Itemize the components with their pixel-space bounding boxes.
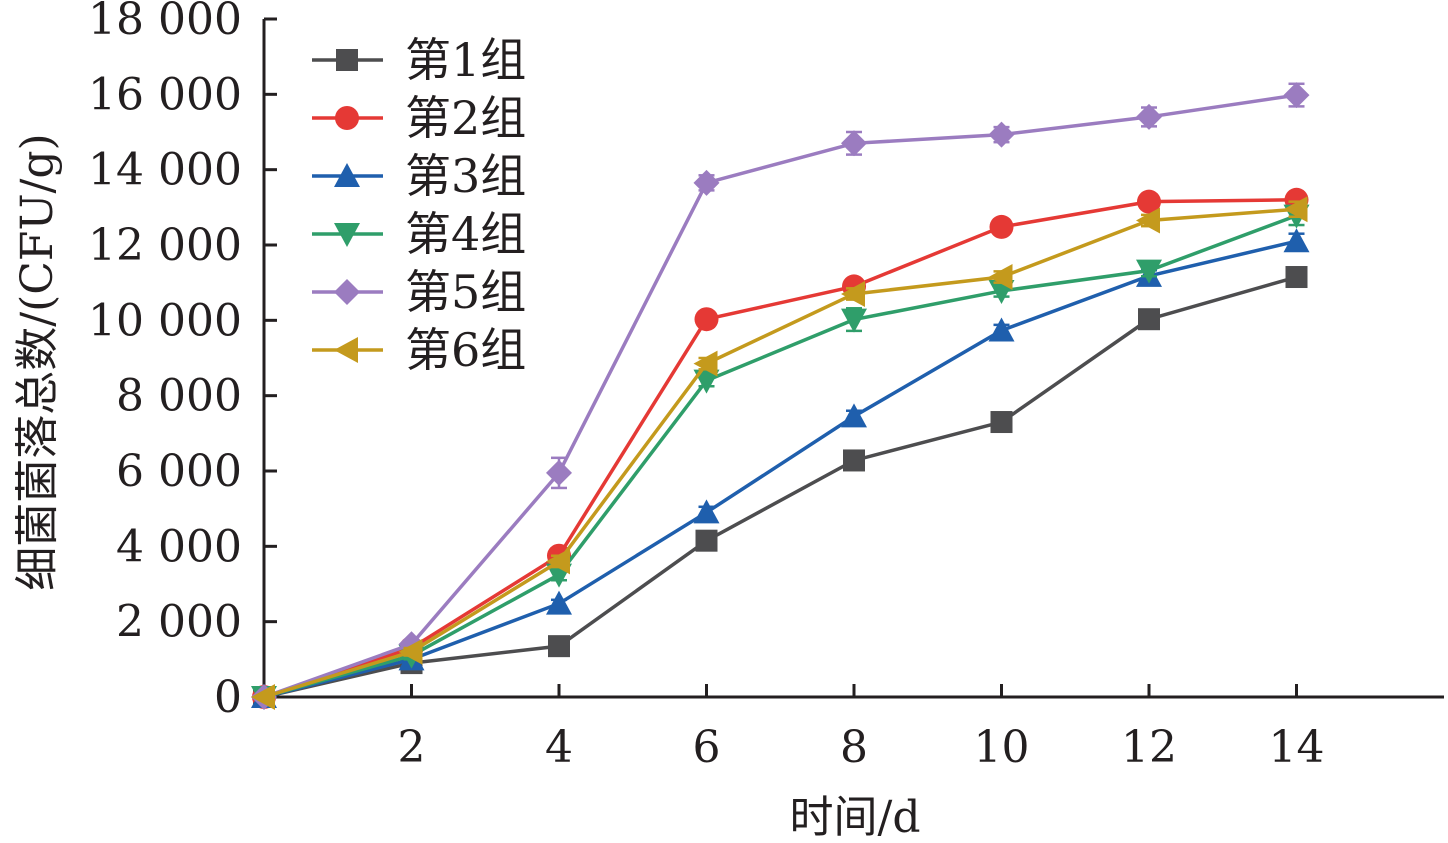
data-point xyxy=(841,130,867,157)
x-tick-label: 12 xyxy=(1121,722,1177,773)
data-point xyxy=(693,499,720,524)
legend-item: 第6组 xyxy=(312,323,526,377)
data-point xyxy=(1285,266,1308,289)
x-tick-label: 14 xyxy=(1269,722,1325,773)
y-tick-label: 16 000 xyxy=(88,69,242,120)
data-point xyxy=(693,369,720,394)
y-tick-label: 10 000 xyxy=(88,295,242,346)
data-point xyxy=(843,449,865,472)
legend-item: 第3组 xyxy=(312,149,526,203)
legend-label: 第6组 xyxy=(405,323,526,377)
legend-label: 第2组 xyxy=(405,91,526,145)
series-line xyxy=(263,198,1297,699)
legend-item: 第1组 xyxy=(312,33,526,87)
data-point xyxy=(841,403,867,428)
data-point xyxy=(1136,259,1162,284)
y-tick-label: 12 000 xyxy=(88,220,242,271)
data-point xyxy=(1136,103,1162,130)
legend-label: 第1组 xyxy=(405,33,526,87)
legend-marker xyxy=(334,163,360,187)
data-point xyxy=(548,635,570,658)
legend-item: 第2组 xyxy=(312,91,526,145)
y-tick-label: 6 000 xyxy=(116,446,242,497)
legend-marker xyxy=(334,337,358,363)
x-axis-ticks: 2 4 6 8 10 12 14 xyxy=(398,684,1325,773)
data-point xyxy=(988,317,1015,342)
data-point xyxy=(841,280,865,307)
data-point xyxy=(990,411,1013,434)
legend-marker xyxy=(335,106,359,130)
data-point xyxy=(695,529,718,552)
y-axis-title: 细菌菌落总数/(CFU/g) xyxy=(12,133,63,590)
data-point xyxy=(693,169,720,196)
y-tick-label: 2 000 xyxy=(116,597,242,648)
x-tick-label: 2 xyxy=(398,722,426,773)
x-tick-label: 6 xyxy=(693,722,721,773)
x-tick-label: 10 xyxy=(974,722,1030,773)
x-tick-label: 4 xyxy=(545,722,573,773)
data-point xyxy=(1137,189,1161,214)
data-point xyxy=(693,350,718,377)
legend-label: 第5组 xyxy=(405,265,526,319)
legend-label: 第3组 xyxy=(405,149,526,203)
data-point xyxy=(1283,196,1308,223)
series-line xyxy=(263,93,1297,699)
y-tick-label: 4 000 xyxy=(116,521,242,572)
data-point xyxy=(1136,207,1160,234)
y-tick-label: 18 000 xyxy=(88,0,242,45)
legend-marker xyxy=(334,223,360,247)
data-point xyxy=(1283,82,1310,109)
y-tick-label: 8 000 xyxy=(116,371,242,422)
data-point xyxy=(398,638,423,665)
data-point xyxy=(988,121,1015,148)
y-tick-label: 0 xyxy=(214,672,242,723)
series-line xyxy=(263,239,1297,699)
y-tick-label: 14 000 xyxy=(88,145,242,196)
series-line xyxy=(263,207,1297,699)
y-axis-ticks: 0 2 000 4 000 6 000 8 000 10 000 12 000 14 000 1… xyxy=(88,0,277,723)
x-tick-label: 8 xyxy=(840,722,868,773)
data-point xyxy=(841,308,867,333)
legend-marker xyxy=(336,49,358,71)
x-axis-title: 时间/d xyxy=(790,792,921,843)
legend-item: 第4组 xyxy=(312,207,526,261)
series-line xyxy=(263,213,1298,699)
series-line xyxy=(263,275,1297,699)
data-point xyxy=(546,459,572,486)
data-point xyxy=(546,590,572,615)
data-point xyxy=(546,548,570,575)
series-6 xyxy=(251,196,1308,710)
data-point xyxy=(988,264,1013,291)
legend-item: 第5组 xyxy=(312,265,526,319)
data-point xyxy=(1283,228,1310,253)
data-point xyxy=(989,214,1014,239)
legend-marker xyxy=(334,279,360,305)
data-point xyxy=(251,684,275,710)
data-point xyxy=(694,307,719,332)
legend-label: 第4组 xyxy=(405,207,526,261)
data-point xyxy=(1138,308,1160,331)
series-layer xyxy=(251,82,1310,710)
